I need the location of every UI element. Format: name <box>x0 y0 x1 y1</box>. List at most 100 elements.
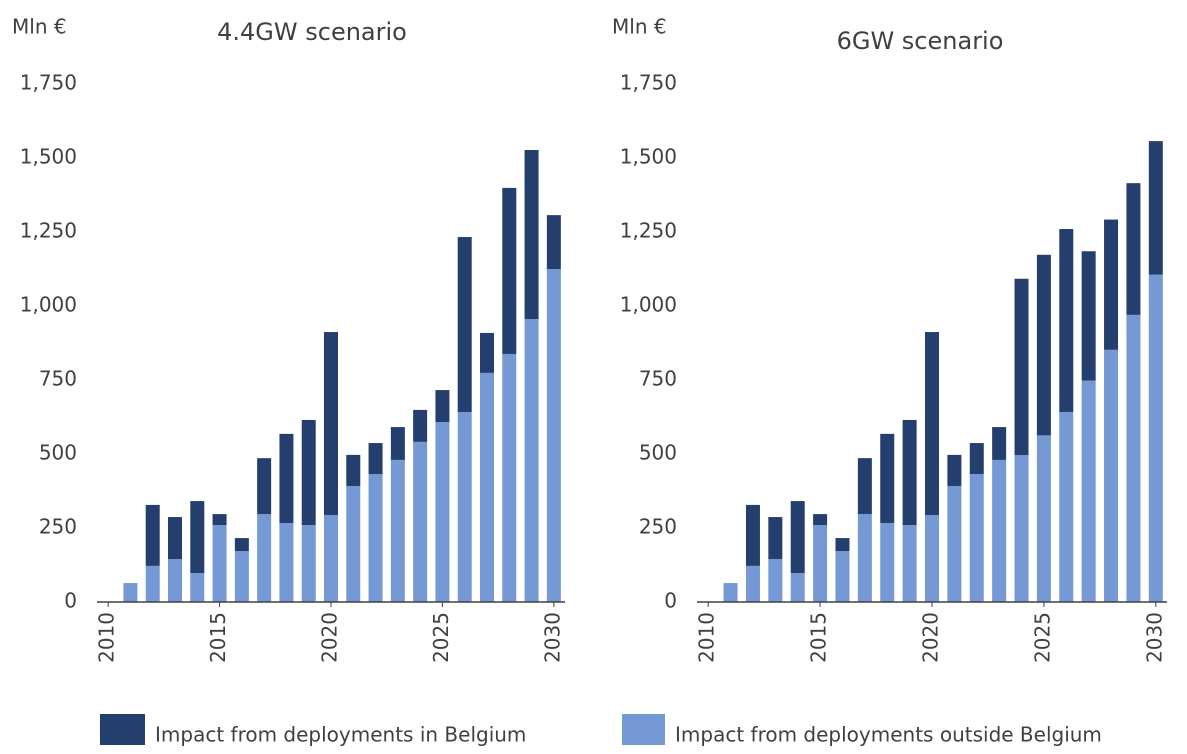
y-tick-label: 1,000 <box>20 293 77 317</box>
y-tick-label: 1,500 <box>20 145 77 169</box>
bar <box>768 517 783 560</box>
y-tick-label: 1,000 <box>620 293 677 317</box>
bar <box>745 565 760 602</box>
x-tick-label: 2020 <box>318 612 342 663</box>
bar <box>301 525 316 602</box>
bar <box>969 443 984 475</box>
x-tick-label: 2025 <box>1030 612 1054 663</box>
bar <box>368 474 383 602</box>
bar <box>257 514 272 602</box>
bar <box>190 501 205 573</box>
bar <box>1148 274 1163 602</box>
bar <box>925 332 939 515</box>
y-tick-label: 500 <box>39 441 77 465</box>
bar <box>1104 219 1119 350</box>
legend-swatch <box>100 714 145 745</box>
bar <box>257 458 272 515</box>
bar <box>480 332 494 373</box>
y-axis-unit: Mln € <box>12 15 67 39</box>
y-tick-label: 500 <box>639 441 677 465</box>
x-tick-label: 2020 <box>919 612 943 663</box>
bar <box>1059 411 1074 602</box>
bar <box>168 559 182 602</box>
bar <box>1081 251 1096 381</box>
bar <box>1126 314 1141 602</box>
legend-label: Impact from deployments in Belgium <box>155 723 526 747</box>
bar <box>947 454 962 486</box>
bar <box>123 583 138 602</box>
x-tick-label: 2010 <box>95 612 119 663</box>
bar <box>992 427 1007 460</box>
bar <box>480 372 494 602</box>
bar <box>413 441 428 602</box>
y-tick-label: 1,250 <box>20 219 77 243</box>
x-tick-label: 2030 <box>540 612 564 663</box>
bar <box>234 551 249 602</box>
y-tick-label: 0 <box>664 589 677 613</box>
y-tick-label: 750 <box>639 367 677 391</box>
bar <box>524 319 539 602</box>
y-axis-unit: Mln € <box>612 15 667 39</box>
bar <box>813 525 828 602</box>
y-tick-label: 750 <box>39 367 77 391</box>
bar <box>502 353 517 602</box>
bar <box>835 551 850 602</box>
bar <box>1104 349 1119 602</box>
y-tick-label: 0 <box>64 589 77 613</box>
x-tick-label: 2010 <box>695 612 719 663</box>
bar <box>745 504 760 566</box>
bar <box>324 332 338 515</box>
bar <box>813 514 828 526</box>
bar <box>435 390 450 423</box>
bar <box>346 485 361 602</box>
bar <box>857 514 872 602</box>
y-tick-label: 250 <box>39 515 77 539</box>
bar <box>168 517 182 560</box>
chart-title: 6GW scenario <box>837 27 1004 55</box>
bar <box>1036 435 1051 602</box>
x-tick-label: 2025 <box>429 612 453 663</box>
bar <box>301 419 316 526</box>
bar <box>546 215 561 269</box>
bar <box>145 565 160 602</box>
legend-swatch <box>622 714 665 745</box>
bar <box>390 427 405 460</box>
bar <box>390 459 405 602</box>
bar <box>992 459 1007 602</box>
y-tick-label: 250 <box>639 515 677 539</box>
bar <box>925 514 939 602</box>
bar <box>346 454 361 486</box>
x-tick-label: 2015 <box>206 612 230 663</box>
legend-label: Impact from deployments outside Belgium <box>675 723 1102 747</box>
bar <box>835 538 850 552</box>
bar <box>1014 278 1029 456</box>
bar <box>212 514 227 526</box>
bar <box>145 504 160 566</box>
bar <box>902 419 917 526</box>
bar <box>279 433 294 523</box>
bar <box>524 150 539 320</box>
bar <box>1148 141 1163 275</box>
bar <box>324 514 338 602</box>
y-tick-label: 1,750 <box>620 71 677 95</box>
bar <box>435 422 450 602</box>
y-tick-label: 1,500 <box>620 145 677 169</box>
bar <box>790 501 805 573</box>
bar <box>768 559 783 602</box>
x-tick-label: 2030 <box>1142 612 1166 663</box>
bar <box>457 237 472 412</box>
bar <box>546 269 561 602</box>
bar <box>902 525 917 602</box>
bar <box>279 522 294 602</box>
bar <box>857 458 872 515</box>
bar <box>880 522 895 602</box>
bar <box>723 583 738 602</box>
bar <box>457 411 472 602</box>
bar <box>1081 380 1096 602</box>
bar <box>790 572 805 602</box>
bar <box>234 538 249 552</box>
x-tick-label: 2015 <box>807 612 831 663</box>
bar <box>212 525 227 602</box>
bar <box>947 485 962 602</box>
bar <box>1126 183 1141 315</box>
